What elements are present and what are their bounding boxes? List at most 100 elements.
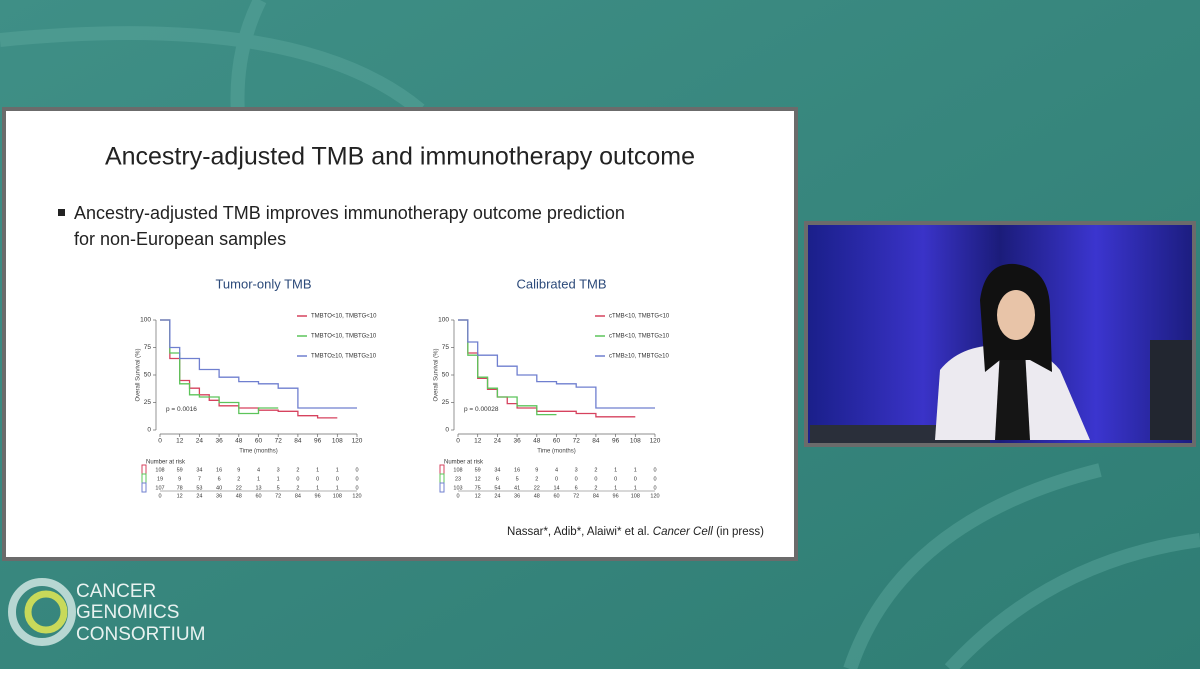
risk-count: 1 xyxy=(257,476,260,482)
logo-text: CANCER xyxy=(76,581,156,602)
risk-count: 108 xyxy=(155,467,164,473)
risk-count: 0 xyxy=(653,485,656,491)
risk-count: 4 xyxy=(555,467,558,473)
risk-count: 1 xyxy=(634,485,637,491)
risk-time-label: 36 xyxy=(216,493,222,499)
chart-title: Tumor-only TMB xyxy=(215,276,311,291)
y-tick-label: 25 xyxy=(144,399,152,406)
risk-time-label: 0 xyxy=(158,493,161,499)
risk-count: 2 xyxy=(296,467,299,473)
x-tick-label: 0 xyxy=(456,438,460,445)
y-tick-label: 25 xyxy=(442,399,450,406)
risk-count: 9 xyxy=(178,476,181,482)
y-tick-label: 100 xyxy=(438,317,449,324)
risk-count: 0 xyxy=(614,476,617,482)
risk-count: 0 xyxy=(653,476,656,482)
citation-authors: Nassar*, Adib*, Alaiwi* et al. xyxy=(507,526,650,538)
legend-label: cTMB<10, TMBTG<10 xyxy=(609,314,670,320)
x-tick-label: 24 xyxy=(494,438,502,445)
risk-count: 103 xyxy=(453,485,462,491)
x-tick-label: 120 xyxy=(650,438,661,445)
y-tick-label: 75 xyxy=(442,344,450,351)
risk-count: 0 xyxy=(355,485,358,491)
risk-count: 0 xyxy=(634,476,637,482)
risk-count: 40 xyxy=(216,485,222,491)
chart-title: Calibrated TMB xyxy=(516,276,606,291)
x-tick-label: 48 xyxy=(235,438,243,445)
risk-count: 0 xyxy=(355,467,358,473)
slide-title: Ancestry-adjusted TMB and immunotherapy … xyxy=(105,143,695,171)
risk-count: 0 xyxy=(355,476,358,482)
bullet-text: for non-European samples xyxy=(74,229,286,249)
risk-count: 4 xyxy=(257,467,260,473)
risk-count: 1 xyxy=(614,485,617,491)
y-axis-label: Overall Survival (%) xyxy=(434,348,440,401)
bullet-text: Ancestry-adjusted TMB improves immunothe… xyxy=(74,203,625,223)
y-tick-label: 75 xyxy=(144,344,152,351)
risk-count: 59 xyxy=(475,467,481,473)
risk-count: 14 xyxy=(553,485,559,491)
risk-count: 108 xyxy=(453,467,462,473)
risk-time-label: 96 xyxy=(315,493,321,499)
risk-swatch xyxy=(439,482,445,493)
survival-curve xyxy=(458,319,655,409)
survival-curve xyxy=(160,319,279,415)
logo-ring xyxy=(24,590,68,634)
logo-text: CONSORTIUM xyxy=(76,624,205,645)
risk-count: 59 xyxy=(177,467,183,473)
y-tick-label: 50 xyxy=(442,372,450,379)
x-tick-label: 96 xyxy=(612,438,620,445)
risk-count: 0 xyxy=(316,476,319,482)
x-tick-label: 12 xyxy=(176,438,184,445)
y-tick-label: 0 xyxy=(147,427,151,434)
risk-count: 16 xyxy=(514,467,520,473)
risk-time-label: 84 xyxy=(593,493,599,499)
risk-count: 2 xyxy=(296,485,299,491)
risk-count: 3 xyxy=(575,467,578,473)
risk-count: 9 xyxy=(237,467,240,473)
risk-count: 7 xyxy=(198,476,201,482)
risk-table-title: Number at risk xyxy=(444,460,484,466)
risk-count: 2 xyxy=(594,485,597,491)
risk-count: 54 xyxy=(494,485,500,491)
logo-ring xyxy=(8,578,76,646)
risk-count: 1 xyxy=(336,485,339,491)
x-tick-label: 48 xyxy=(533,438,541,445)
risk-count: 6 xyxy=(218,476,221,482)
logo-text: GENOMICS xyxy=(76,602,179,623)
legend-label: cTMB<10, TMBTG≥10 xyxy=(609,334,670,340)
y-tick-label: 100 xyxy=(140,317,151,324)
risk-count: 2 xyxy=(594,467,597,473)
y-tick-label: 0 xyxy=(445,427,449,434)
risk-table-title: Number at risk xyxy=(146,460,186,466)
risk-time-label: 108 xyxy=(631,493,640,499)
risk-count: 0 xyxy=(653,467,656,473)
risk-time-label: 60 xyxy=(255,493,261,499)
risk-count: 16 xyxy=(216,467,222,473)
x-tick-label: 96 xyxy=(314,438,322,445)
x-tick-label: 36 xyxy=(215,438,223,445)
risk-count: 107 xyxy=(155,485,164,491)
risk-count: 22 xyxy=(236,485,242,491)
risk-count: 0 xyxy=(296,476,299,482)
x-tick-label: 120 xyxy=(352,438,363,445)
legend-label: TMBTO≥10, TMBTG≥10 xyxy=(311,354,377,360)
x-tick-label: 84 xyxy=(294,438,302,445)
risk-time-label: 120 xyxy=(650,493,659,499)
risk-count: 78 xyxy=(177,485,183,491)
risk-time-label: 72 xyxy=(275,493,281,499)
legend-label: cTMB≥10, TMBTG≥10 xyxy=(609,354,669,360)
risk-count: 5 xyxy=(277,485,280,491)
risk-count: 0 xyxy=(336,476,339,482)
risk-count: 0 xyxy=(555,476,558,482)
bullet-marker xyxy=(58,209,65,216)
risk-count: 3 xyxy=(277,467,280,473)
x-tick-label: 0 xyxy=(158,438,162,445)
risk-count: 1 xyxy=(614,467,617,473)
x-axis-label: Time (months) xyxy=(239,449,277,455)
x-tick-label: 24 xyxy=(196,438,204,445)
risk-count: 1 xyxy=(634,467,637,473)
risk-time-label: 108 xyxy=(333,493,342,499)
